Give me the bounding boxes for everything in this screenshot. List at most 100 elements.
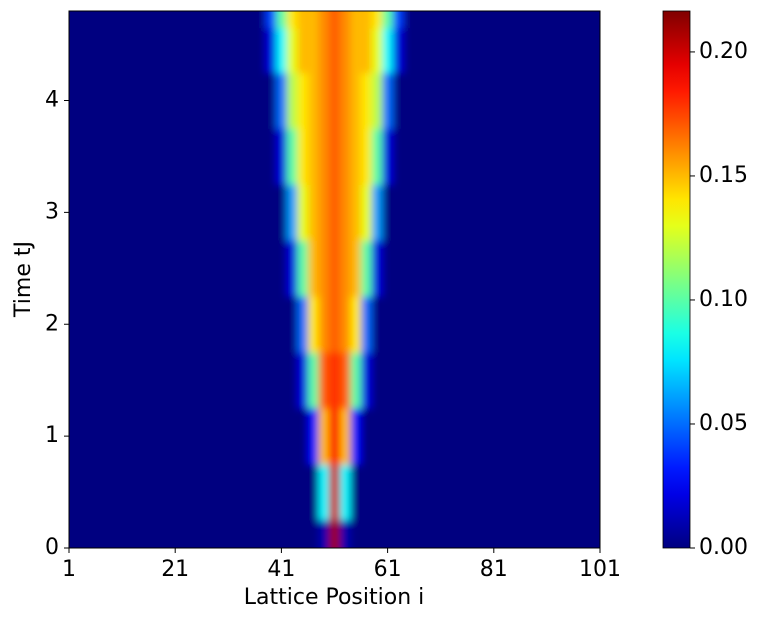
heatmap-cell	[350, 408, 362, 465]
heatmap-cell	[318, 27, 330, 74]
heatmap-cell	[297, 11, 309, 29]
y-axis-label: Time tJ	[11, 241, 36, 318]
heatmap-cell	[201, 11, 245, 29]
heatmap-cell	[371, 240, 383, 297]
heatmap-cell	[403, 128, 426, 185]
heatmap-cell	[329, 296, 341, 353]
heatmap-cell	[329, 27, 341, 74]
heatmap-cell	[339, 11, 351, 29]
colorbar-tick-label: 0.05	[699, 411, 748, 436]
heatmap-cell	[424, 27, 468, 74]
heatmap-cell	[467, 184, 548, 241]
heatmap-cell	[201, 464, 245, 521]
heatmap-cell	[329, 352, 341, 409]
heatmap-cell	[276, 464, 288, 521]
heatmap-cell	[201, 240, 245, 297]
heatmap-cell	[297, 352, 309, 409]
heatmap-cell	[297, 128, 309, 185]
heatmap-cell	[329, 240, 341, 297]
heatmap-cell	[307, 72, 320, 129]
heatmap-cell	[403, 240, 426, 297]
heatmap-cell	[122, 72, 203, 129]
heatmap-cell	[307, 11, 320, 29]
heatmap-cell	[382, 72, 394, 129]
heatmap-cell	[546, 296, 600, 353]
heatmap-cell	[382, 240, 394, 297]
heatmap-cell	[424, 352, 468, 409]
heatmap-cell	[122, 296, 203, 353]
heatmap-cell	[265, 72, 277, 129]
heatmap-cell	[69, 128, 123, 185]
y-tick-label: 4	[45, 88, 59, 113]
heatmap-cell	[424, 128, 468, 185]
heatmap-cell	[361, 240, 373, 297]
heatmap-cell	[382, 128, 394, 185]
heatmap-cell	[122, 520, 203, 548]
heatmap-cell	[318, 464, 330, 521]
heatmap-cell	[350, 72, 362, 129]
heatmap-cell	[361, 464, 373, 521]
heatmap-cell	[286, 184, 298, 241]
heatmap-cell	[371, 464, 383, 521]
heatmap-cell	[244, 184, 266, 241]
heatmap-cell	[467, 296, 548, 353]
heatmap-cell	[69, 72, 123, 129]
heatmap-cell	[307, 296, 320, 353]
heatmap-cell	[467, 520, 548, 548]
heatmap-cell	[201, 352, 245, 409]
heatmap-cell	[382, 184, 394, 241]
heatmap-cell	[122, 464, 203, 521]
colorbar-tick-label: 0.15	[699, 163, 748, 188]
heatmap-cell	[361, 128, 373, 185]
heatmap-cell	[286, 408, 298, 465]
heatmap-cell	[122, 352, 203, 409]
heatmap-cell	[297, 296, 309, 353]
heatmap-cell	[382, 352, 394, 409]
heatmap-cell	[371, 27, 383, 74]
x-axis-label: Lattice Position i	[244, 585, 425, 610]
heatmap-cell	[339, 408, 351, 465]
heatmap-cell	[467, 352, 548, 409]
heatmap-cell	[318, 11, 330, 29]
heatmap-cell	[244, 11, 266, 29]
heatmap-cell	[392, 27, 405, 74]
heatmap-cell	[403, 72, 426, 129]
heatmap-cell	[286, 72, 298, 129]
heatmap-cell	[265, 464, 277, 521]
plot-area	[69, 11, 600, 548]
heatmap-cell	[201, 184, 245, 241]
heatmap-cell	[546, 408, 600, 465]
heatmap-cell	[286, 296, 298, 353]
heatmap-cell	[392, 184, 405, 241]
heatmap-cell	[371, 72, 383, 129]
heatmap-cell	[122, 27, 203, 74]
heatmap-cell	[297, 408, 309, 465]
heatmap-cell	[392, 520, 405, 548]
heatmap-cell	[286, 240, 298, 297]
heatmap-cell	[403, 184, 426, 241]
heatmap-cell	[467, 11, 548, 29]
heatmap-cell	[318, 520, 330, 548]
heatmap-cell	[339, 72, 351, 129]
heatmap-cell	[265, 296, 277, 353]
heatmap-cell	[339, 520, 351, 548]
heatmap-cell	[339, 296, 351, 353]
heatmap-cell	[329, 520, 341, 548]
heatmap-cell	[361, 184, 373, 241]
heatmap-cell	[286, 464, 298, 521]
heatmap-cell	[318, 128, 330, 185]
heatmap-cell	[329, 408, 341, 465]
heatmap-cell	[244, 128, 266, 185]
heatmap-cell	[339, 128, 351, 185]
heatmap-cell	[371, 408, 383, 465]
heatmap-cell	[69, 352, 123, 409]
heatmap-cell	[307, 352, 320, 409]
heatmap-cell	[307, 184, 320, 241]
heatmap-cell	[122, 184, 203, 241]
heatmap-cell	[467, 72, 548, 129]
x-tick-label: 81	[480, 557, 508, 582]
heatmap-cell	[382, 408, 394, 465]
heatmap-cell	[318, 408, 330, 465]
heatmap-cell	[371, 352, 383, 409]
heatmap-cell	[382, 520, 394, 548]
